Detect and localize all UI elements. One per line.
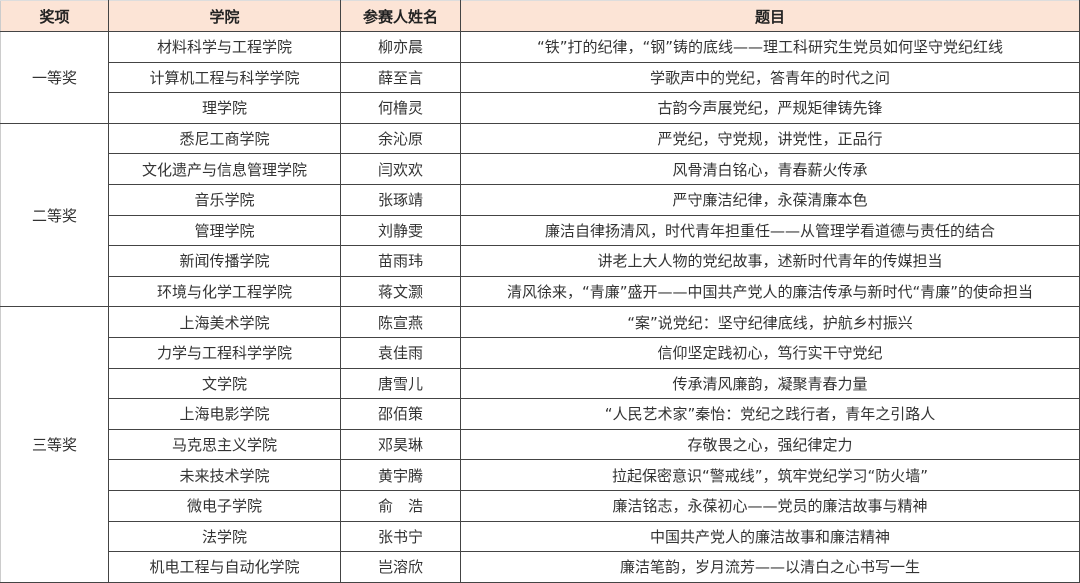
name-cell: 张琢靖 [340,183,461,216]
table-row: 上海电影学院 邵佰策 “人民艺术家”秦怡：党纪之践行者，青年之引路人 [1,398,1080,430]
college-cell: 材料科学与工程学院 [108,31,341,63]
table-row: 一等奖 材料科学与工程学院 柳亦晨 “铁”打的纪律，“钢”铸的底线——理工科研究生党员… [0,31,1080,124]
name-cell: 邓昊琳 [340,428,461,461]
title-cell: 中国共产党人的廉洁故事和廉洁精神 [460,520,1080,553]
title-cell: 信仰坚定践初心，笃行实干守党纪 [460,336,1080,369]
college-cell: 管理学院 [108,214,341,247]
name-cell: 陈宣燕 [340,306,461,338]
table-row: 文化遗产与信息管理学院 闫欢欢 风骨清白铭心，青春薪火传承 [1,153,1080,185]
award-cell: 三等奖 [0,306,109,583]
header-award: 奖项 [0,0,109,32]
name-cell: 余沁原 [340,122,461,155]
title-cell: 清风徐来，“青廉”盛开——中国共产党人的廉洁传承与新时代“青廉”的使命担当 [460,275,1080,308]
title-cell: 严守廉洁纪律，永葆清廉本色 [460,183,1080,216]
title-cell: 学歌声中的党纪，答青年的时代之问 [460,61,1080,94]
table-row: 理学院 何橹灵 古韵今声展党纪，严规矩律铸先锋 [1,92,1080,124]
title-cell: 存敬畏之心，强纪律定力 [460,428,1080,461]
name-cell: 邵佰策 [340,398,461,430]
college-cell: 法学院 [108,520,341,553]
college-cell: 马克思主义学院 [108,428,341,461]
table-row: 环境与化学工程学院 蒋文灏 清风徐来，“青廉”盛开——中国共产党人的廉洁传承与新时代… [1,275,1080,308]
college-cell: 文化遗产与信息管理学院 [108,153,341,185]
name-cell: 袁佳雨 [340,336,461,369]
college-cell: 未来技术学院 [108,459,341,491]
name-cell: 张书宁 [340,520,461,553]
table-row: 新闻传播学院 苗雨玮 讲老上大人物的党纪故事，述新时代青年的传媒担当 [1,245,1080,277]
title-cell: 廉洁自律扬清风，时代青年担重任——从管理学看道德与责任的结合 [460,214,1080,247]
name-cell: 岂溶欣 [340,551,461,583]
award-cell: 二等奖 [0,122,109,308]
table-body: 一等奖 材料科学与工程学院 柳亦晨 “铁”打的纪律，“钢”铸的底线——理工科研究生党员… [0,31,1080,583]
table-row: 马克思主义学院 邓昊琳 存敬畏之心，强纪律定力 [1,428,1080,461]
college-cell: 上海美术学院 [108,306,341,338]
title-cell: 讲老上大人物的党纪故事，述新时代青年的传媒担当 [460,245,1080,277]
title-cell: 严党纪，守党规，讲党性，正品行 [460,122,1080,155]
college-cell: 微电子学院 [108,489,341,522]
title-cell: “铁”打的纪律，“钢”铸的底线——理工科研究生党员如何坚守党纪红线 [460,31,1080,63]
title-cell: “人民艺术家”秦怡：党纪之践行者，青年之引路人 [460,398,1080,430]
title-cell: 古韵今声展党纪，严规矩律铸先锋 [460,92,1080,124]
header-title: 题目 [460,0,1080,32]
college-cell: 理学院 [108,92,341,124]
name-cell: 薛至言 [340,61,461,94]
college-cell: 新闻传播学院 [108,245,341,277]
table-row: 文学院 唐雪儿 传承清风廉韵，凝聚青春力量 [1,367,1080,400]
college-cell: 机电工程与自动化学院 [108,551,341,583]
table-row: 法学院 张书宁 中国共产党人的廉洁故事和廉洁精神 [1,520,1080,553]
table-row: 微电子学院俞 浩廉洁铭志，永葆初心——党员的廉洁故事与精神 [1,489,1080,522]
college-cell: 音乐学院 [108,183,341,216]
title-cell: 拉起保密意识“警戒线”，筑牢党纪学习“防火墙” [460,459,1080,491]
title-cell: “案”说党纪：坚守纪律底线，护航乡村振兴 [460,306,1080,338]
name-cell: 苗雨玮 [340,245,461,277]
header-college: 学院 [108,0,341,32]
header-row: 奖项 学院 参赛人姓名 题目 [0,0,1080,32]
name-cell: 闫欢欢 [340,153,461,185]
name-cell: 柳亦晨 [340,31,461,63]
college-cell: 文学院 [108,367,341,400]
title-cell: 廉洁铭志，永葆初心——党员的廉洁故事与精神 [460,489,1080,522]
college-cell: 环境与化学工程学院 [108,275,341,308]
table-row: 二等奖 悉尼工商学院 余沁原 严党纪，守党规，讲党性，正品行 [0,122,1080,308]
name-cell: 蒋文灏 [340,275,461,308]
name-cell: 刘静雯 [340,214,461,247]
table-row: 计算机工程与科学学院 薛至言 学歌声中的党纪，答青年的时代之问 [1,61,1080,94]
table-row: 力学与工程科学学院 袁佳雨 信仰坚定践初心，笃行实干守党纪 [1,336,1080,369]
table-row: 三等奖 上海美术学院 陈宣燕 “案”说党纪：坚守纪律底线，护航乡村振兴 [0,306,1080,583]
table-row: 音乐学院 张琢靖 严守廉洁纪律，永葆清廉本色 [1,183,1080,216]
table-row: 机电工程与自动化学院 岂溶欣 廉洁笔韵，岁月流芳——以清白之心书写一生 [1,551,1080,583]
college-cell: 力学与工程科学学院 [108,336,341,369]
name-cell: 黄宇腾 [340,459,461,491]
table-row: 未来技术学院 黄宇腾 拉起保密意识“警戒线”，筑牢党纪学习“防火墙” [1,459,1080,491]
title-cell: 廉洁笔韵，岁月流芳——以清白之心书写一生 [460,551,1080,583]
college-cell: 计算机工程与科学学院 [108,61,341,94]
award-cell: 一等奖 [0,31,109,124]
college-cell: 上海电影学院 [108,398,341,430]
name-cell: 何橹灵 [340,92,461,124]
college-cell: 悉尼工商学院 [108,122,341,155]
header-name: 参赛人姓名 [340,0,461,32]
title-cell: 传承清风廉韵，凝聚青春力量 [460,367,1080,400]
name-cell: 唐雪儿 [340,367,461,400]
table-row: 管理学院 刘静雯 廉洁自律扬清风，时代青年担重任——从管理学看道德与责任的结合 [1,214,1080,247]
name-cell: 俞 浩 [340,489,461,522]
title-cell: 风骨清白铭心，青春薪火传承 [460,153,1080,185]
